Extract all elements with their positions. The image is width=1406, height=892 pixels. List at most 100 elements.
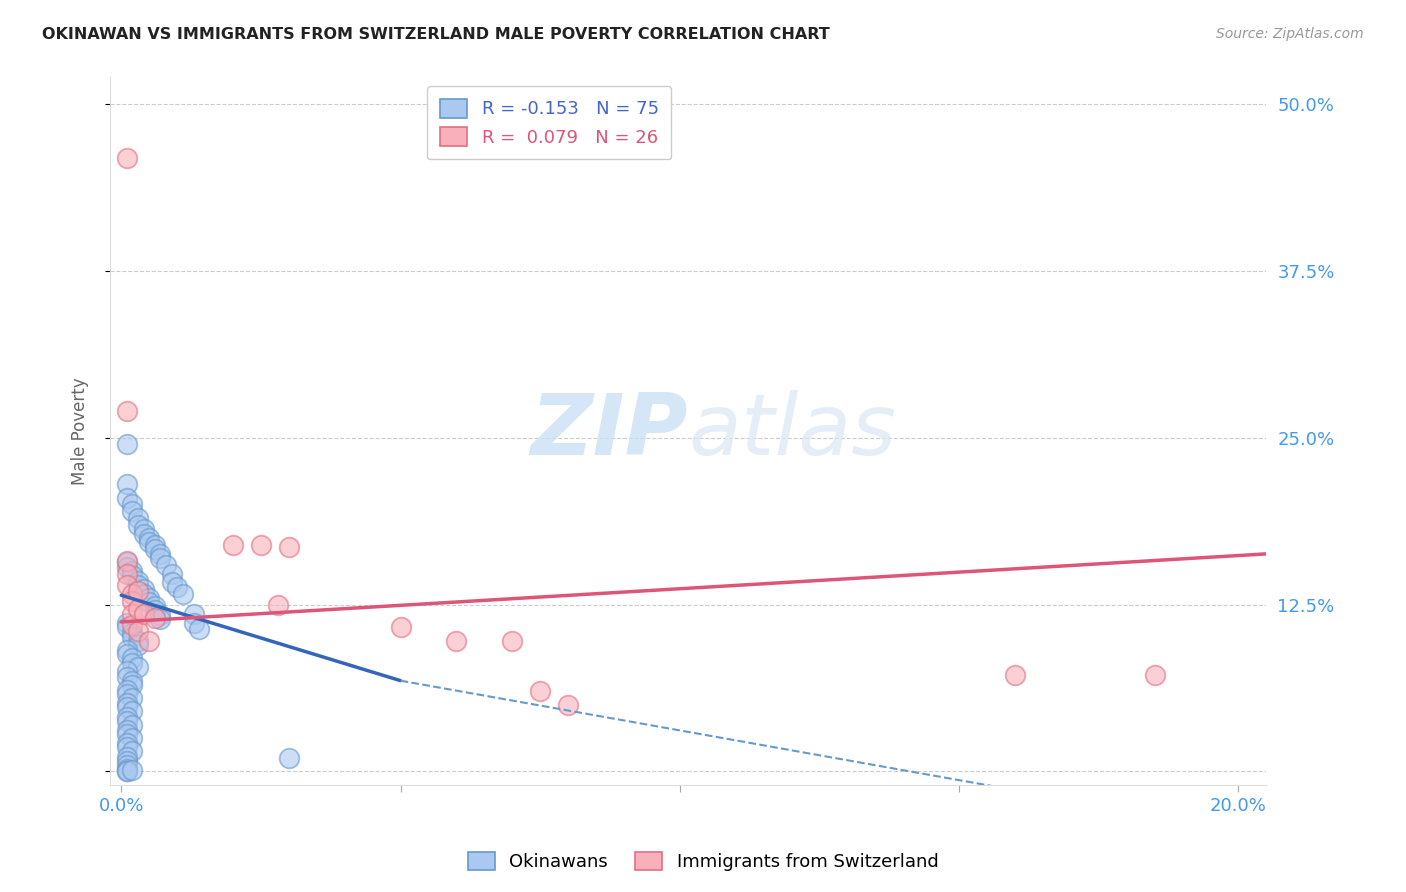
Text: OKINAWAN VS IMMIGRANTS FROM SWITZERLAND MALE POVERTY CORRELATION CHART: OKINAWAN VS IMMIGRANTS FROM SWITZERLAND … (42, 27, 830, 42)
Point (277, 540, 299, 554)
Point (127, 638, 149, 652)
Point (115, 764, 138, 779)
Point (149, 547, 172, 561)
Point (132, 587, 155, 601)
Point (138, 595, 160, 609)
Point (115, 491, 138, 505)
Point (115, 757, 138, 772)
Point (115, 620, 138, 634)
Point (115, 560, 138, 574)
Point (389, 620, 412, 634)
Legend: R = -0.153   N = 75, R =  0.079   N = 26: R = -0.153 N = 75, R = 0.079 N = 26 (427, 87, 672, 160)
Point (166, 580, 188, 594)
Point (115, 709, 138, 723)
Point (115, 616, 138, 631)
Point (115, 670, 138, 684)
Point (121, 691, 143, 706)
Text: Source: ZipAtlas.com: Source: ZipAtlas.com (1216, 27, 1364, 41)
Point (115, 697, 138, 711)
Point (266, 598, 288, 612)
Point (529, 684, 551, 698)
Point (183, 607, 205, 621)
Point (115, 665, 138, 679)
Point (115, 687, 138, 701)
Point (115, 727, 138, 741)
Point (115, 740, 138, 755)
Point (121, 617, 143, 632)
Point (127, 660, 149, 674)
Point (188, 622, 211, 636)
Point (183, 616, 205, 631)
Point (172, 587, 194, 601)
Point (121, 630, 143, 644)
Point (115, 700, 138, 714)
Point (121, 504, 143, 518)
Point (115, 437, 138, 451)
Point (121, 717, 143, 731)
Point (127, 601, 149, 615)
Point (115, 749, 138, 764)
Point (143, 611, 166, 625)
Point (121, 651, 143, 665)
Point (121, 657, 143, 671)
Point (115, 404, 138, 418)
Point (115, 723, 138, 737)
Point (557, 698, 579, 712)
Point (115, 555, 138, 569)
Point (132, 582, 155, 596)
Point (127, 511, 149, 525)
Y-axis label: Male Poverty: Male Poverty (72, 377, 89, 485)
Text: atlas: atlas (688, 390, 896, 473)
Point (115, 647, 138, 661)
Point (121, 744, 143, 758)
Point (127, 517, 149, 532)
Point (143, 603, 166, 617)
Point (115, 764, 138, 779)
Point (121, 564, 143, 578)
Point (115, 553, 138, 567)
Point (121, 763, 143, 777)
Point (138, 534, 160, 549)
Point (115, 566, 138, 581)
Point (127, 574, 149, 588)
Point (132, 526, 155, 541)
Point (121, 704, 143, 718)
Point (115, 714, 138, 728)
Point (127, 624, 149, 639)
Point (121, 593, 143, 607)
Point (121, 673, 143, 688)
Point (501, 633, 523, 648)
Point (127, 577, 149, 591)
Point (132, 607, 155, 621)
Point (115, 151, 138, 165)
Point (138, 531, 160, 545)
Point (160, 566, 183, 581)
Text: ZIP: ZIP (530, 390, 688, 473)
Point (138, 591, 160, 605)
Point (149, 612, 172, 626)
Point (121, 625, 143, 640)
Point (121, 587, 143, 601)
Point (222, 537, 245, 551)
Point (121, 568, 143, 582)
Point (160, 574, 183, 589)
Point (115, 736, 138, 750)
Point (1004, 668, 1026, 682)
Point (121, 678, 143, 692)
Point (143, 599, 166, 613)
Point (127, 584, 149, 599)
Point (446, 633, 468, 648)
Point (149, 550, 172, 565)
Point (250, 537, 273, 551)
Point (115, 477, 138, 491)
Point (132, 522, 155, 536)
Point (115, 643, 138, 657)
Point (1143, 668, 1166, 682)
Legend: Okinawans, Immigrants from Switzerland: Okinawans, Immigrants from Switzerland (460, 845, 946, 879)
Point (149, 608, 172, 623)
Point (115, 754, 138, 768)
Point (155, 558, 177, 572)
Point (143, 537, 166, 551)
Point (115, 577, 138, 591)
Point (121, 498, 143, 512)
